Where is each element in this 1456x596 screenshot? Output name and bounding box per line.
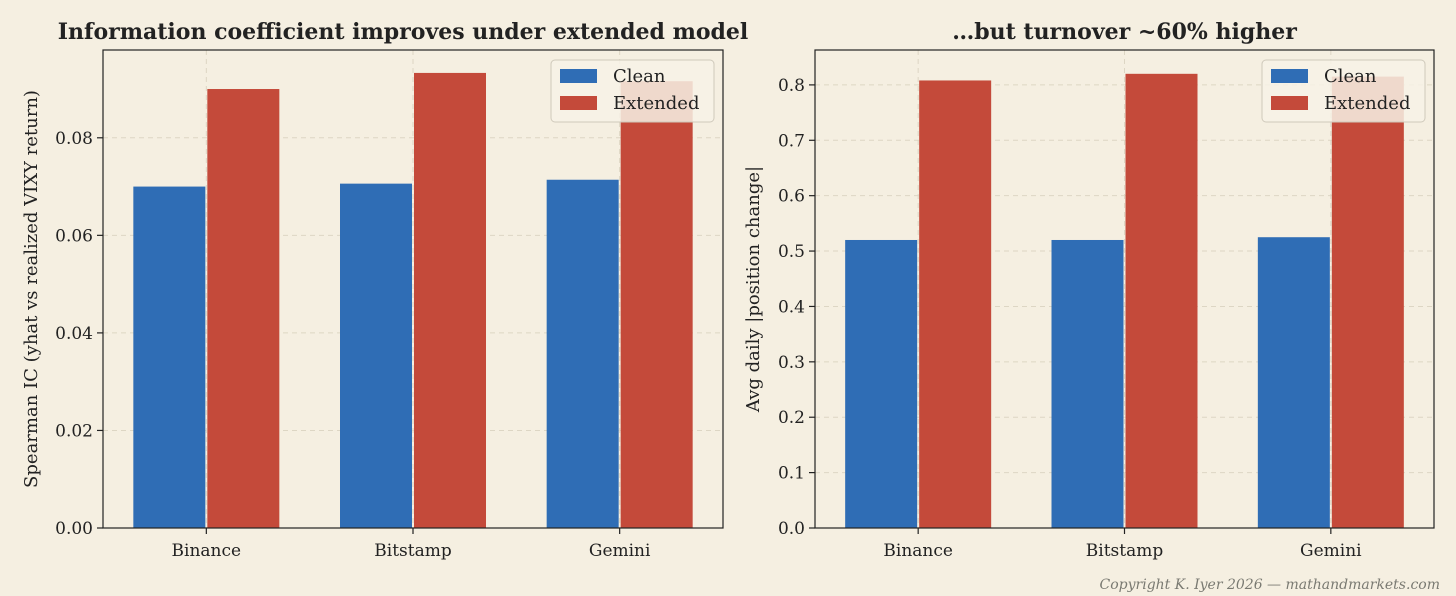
chart-title: Information coefficient improves under e… xyxy=(58,19,749,45)
y-tick-label: 0.6 xyxy=(778,187,805,207)
x-tick-label-binance: Binance xyxy=(883,541,953,561)
legend-swatch-extended xyxy=(560,96,597,110)
y-tick-label: 0.1 xyxy=(778,464,805,484)
grid xyxy=(103,50,723,529)
bar-clean-gemini xyxy=(546,179,619,528)
bar-extended-bitstamp xyxy=(414,72,486,528)
legend: Clean Extended xyxy=(1261,59,1426,123)
y-tick-label: 0.0 xyxy=(778,519,805,539)
legend-swatch-clean xyxy=(560,69,597,83)
y-tick-label: 0.4 xyxy=(778,297,805,317)
chart-title: …but turnover ~60% higher xyxy=(952,19,1297,45)
x-tick-label-binance: Binance xyxy=(172,541,242,561)
legend-swatch-extended xyxy=(1271,96,1308,110)
x-tick-label-bitstamp: Bitstamp xyxy=(1086,541,1164,561)
y-tick-label: 0.7 xyxy=(778,131,805,151)
bar-clean-bitstamp xyxy=(340,183,412,528)
legend-label-clean: Clean xyxy=(613,66,666,87)
chart-turnover: 0.0 0.1 0.2 0.3 0.4 0.5 0.6 0.7 0.8 Binance Bitsta… xyxy=(743,19,1435,561)
bar-clean-binance xyxy=(845,239,918,529)
y-tick-label: 0.00 xyxy=(55,519,93,539)
chart-ic: 0.00 0.02 0.04 0.06 0.08 Binance Bitstamp Gemin… xyxy=(21,19,748,561)
legend-label-extended: Extended xyxy=(613,93,699,114)
y-tick-label: 0.02 xyxy=(55,421,93,441)
y-tick-label: 0.08 xyxy=(55,129,93,149)
y-tick-label: 0.2 xyxy=(778,408,805,428)
y-axis-label: Avg daily |position change| xyxy=(743,166,764,413)
y-tick-label: 0.3 xyxy=(778,353,805,373)
y-tick-label: 0.06 xyxy=(55,226,93,246)
y-axis-label: Spearman IC (yhat vs realized VIXY retur… xyxy=(21,90,42,488)
y-tick-label: 0.5 xyxy=(778,242,805,262)
legend: Clean Extended xyxy=(550,59,715,123)
x-tick-label-gemini: Gemini xyxy=(1300,541,1362,561)
x-tick-label-gemini: Gemini xyxy=(589,541,651,561)
copyright-text: Copyright K. Iyer 2026 — mathandmarkets.… xyxy=(1100,577,1440,593)
x-tick-label-bitstamp: Bitstamp xyxy=(374,541,452,561)
legend-label-extended: Extended xyxy=(1324,93,1410,114)
legend-label-clean: Clean xyxy=(1324,66,1377,87)
bar-clean-gemini xyxy=(1257,237,1330,529)
y-tick-label: 0.04 xyxy=(55,324,93,344)
bar-extended-binance xyxy=(919,80,992,528)
bar-clean-binance xyxy=(133,186,206,529)
y-tick-label: 0.8 xyxy=(778,76,805,96)
legend-swatch-clean xyxy=(1271,69,1308,83)
bar-clean-bitstamp xyxy=(1051,239,1124,529)
bar-extended-binance xyxy=(207,89,280,528)
bar-extended-gemini xyxy=(1331,76,1404,528)
bar-extended-gemini xyxy=(620,81,693,529)
bar-extended-bitstamp xyxy=(1125,73,1198,528)
